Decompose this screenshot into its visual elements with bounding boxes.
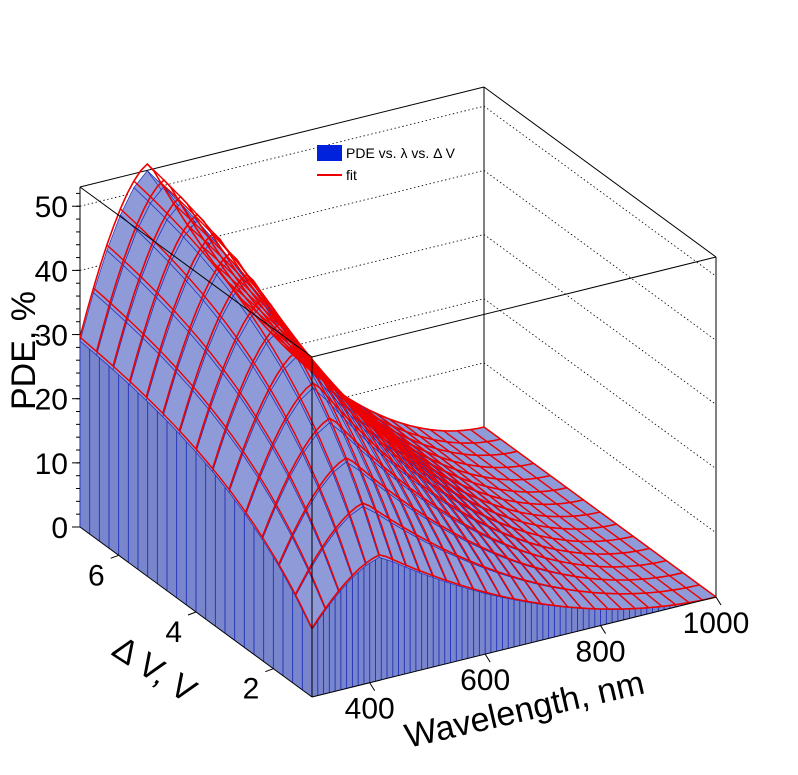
z-tick-label: 20	[35, 384, 68, 417]
y-tick	[187, 611, 197, 616]
x-tick	[369, 682, 376, 691]
legend-swatch-data	[317, 145, 342, 161]
z-tick-label: 40	[35, 255, 68, 288]
fit-line	[106, 244, 340, 591]
z-tick-label: 0	[51, 512, 68, 545]
y-axis-label: Δ V, V	[106, 629, 204, 711]
legend-label-data: PDE vs. λ vs. Δ V	[346, 145, 456, 161]
fit-line	[470, 429, 703, 601]
fit-line	[268, 329, 502, 597]
surface-plot	[79, 162, 717, 697]
fit-line	[402, 423, 636, 610]
y-tick-label: 4	[165, 616, 182, 649]
x-tick-label: 400	[345, 693, 395, 726]
fit-line	[429, 429, 663, 607]
fit-line	[335, 389, 569, 608]
frame-edge	[311, 596, 717, 698]
fit-line	[93, 287, 327, 609]
fit-line	[241, 298, 475, 590]
x-tick	[484, 653, 491, 663]
fit-line	[443, 430, 677, 606]
fit-line	[389, 418, 623, 610]
z-tick-label: 50	[35, 191, 68, 224]
fit-line	[79, 336, 313, 629]
x-tick	[715, 596, 722, 606]
fit-line	[348, 398, 582, 609]
x-axis-label: Wavelength, nm	[401, 664, 648, 756]
axis-ticks: 0 10 20 30 40 50 400 600 800 1000 2 4 6	[35, 191, 750, 725]
frame-edge	[311, 256, 717, 358]
x-tick-label: 1000	[683, 607, 750, 640]
x-tick	[600, 625, 606, 634]
y-tick	[110, 554, 119, 559]
axis-frame-front	[79, 186, 717, 698]
legend-label-fit: fit	[346, 167, 357, 183]
frame-edge	[79, 86, 485, 188]
fit-line	[119, 208, 354, 576]
fit-line	[483, 426, 717, 598]
z-axis-label: PDE, %	[5, 291, 43, 410]
x-tick-label: 800	[576, 636, 626, 669]
y-tick	[265, 668, 274, 673]
frame-edge	[79, 186, 313, 358]
fit-line	[254, 314, 488, 594]
fit-line	[362, 406, 596, 610]
fit-line	[416, 426, 650, 609]
fit-line	[375, 412, 609, 610]
fit-line	[456, 430, 690, 604]
fit-line	[281, 343, 515, 600]
z-tick-label: 10	[35, 448, 68, 481]
fit-line	[321, 379, 555, 606]
legend: PDE vs. λ vs. Δ V fit	[317, 145, 456, 183]
fit-line	[133, 180, 367, 564]
y-tick-label: 6	[88, 559, 105, 592]
x-tick-label: 600	[460, 664, 510, 697]
y-tick-label: 2	[243, 673, 260, 706]
frame-edge	[483, 86, 717, 258]
z-tick-label: 30	[35, 320, 68, 353]
